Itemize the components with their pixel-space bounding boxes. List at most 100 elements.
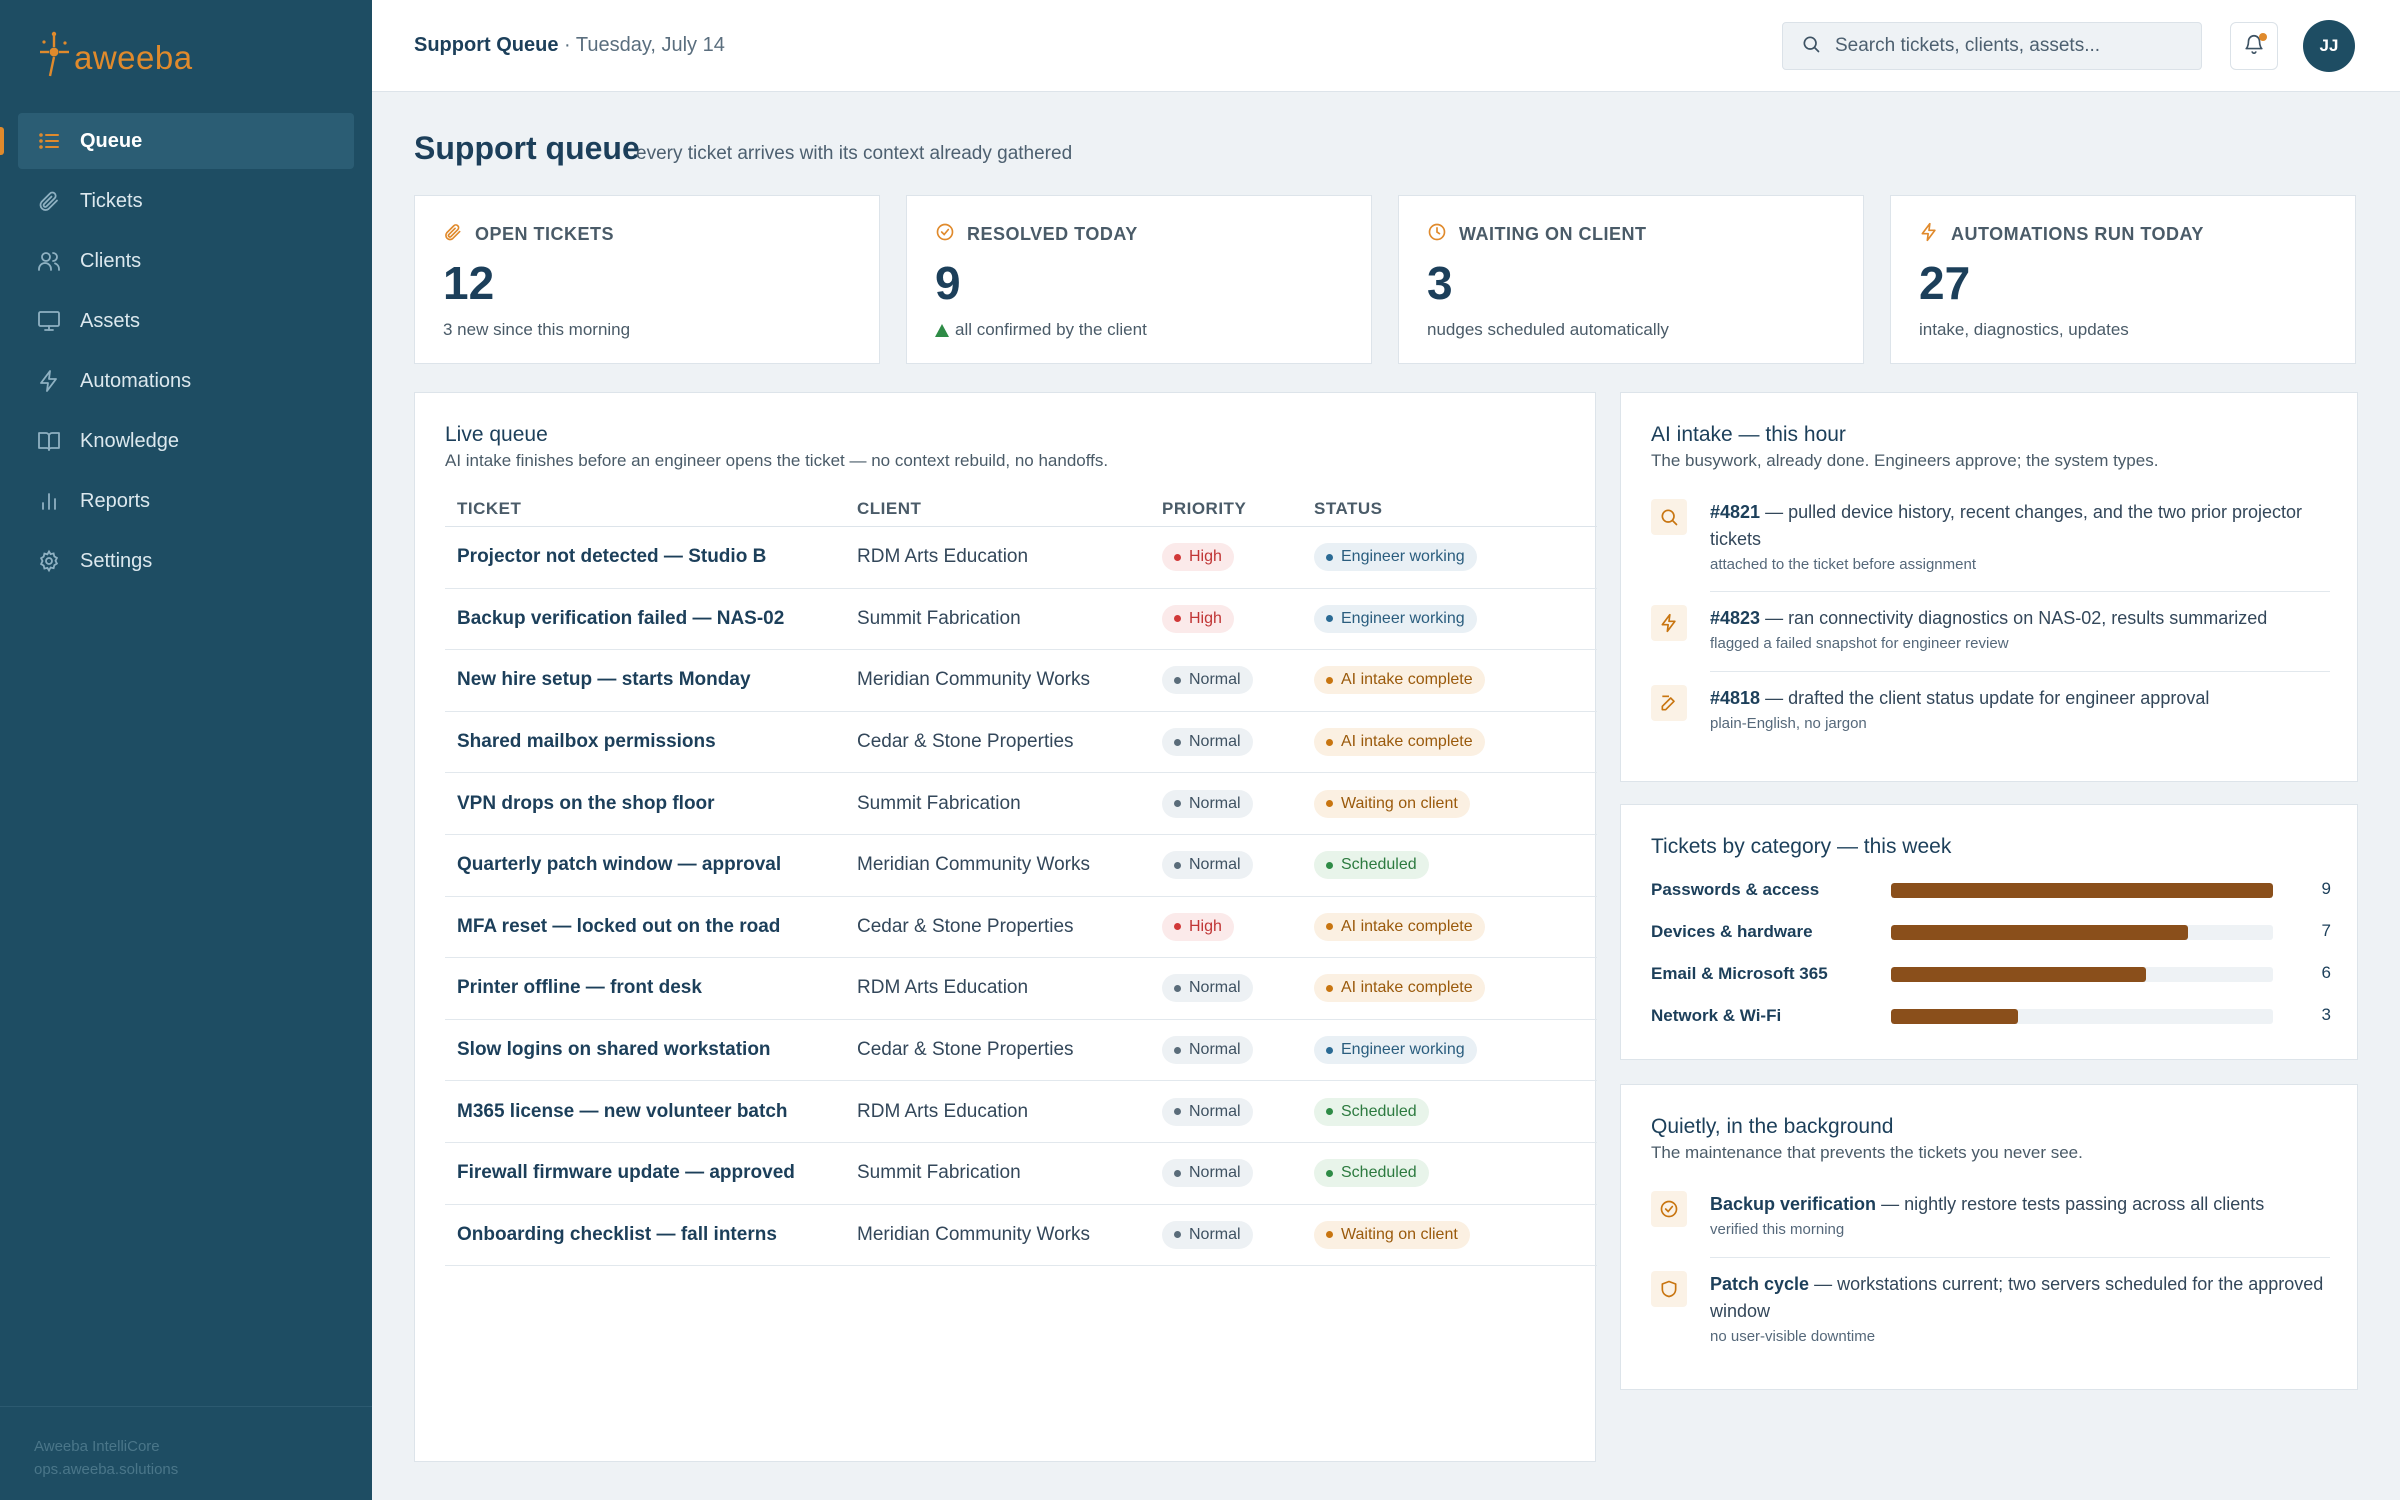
kpi-automations-run[interactable]: AUTOMATIONS RUN TODAY 27 intake, diagnos…: [1890, 195, 2356, 364]
client-name: Meridian Community Works: [857, 854, 1090, 876]
ticket-title-link[interactable]: MFA reset — locked out on the road: [457, 915, 781, 937]
ticket-cell: New hire setup — starts Monday: [445, 669, 857, 691]
sidebar-item-label: Tickets: [80, 189, 143, 212]
ticket-title-link[interactable]: Projector not detected — Studio B: [457, 546, 767, 568]
column-header-client[interactable]: CLIENT: [857, 498, 922, 518]
sidebar-item-label: Clients: [80, 249, 142, 272]
priority-dot-icon: [1174, 861, 1181, 869]
ticket-title-link[interactable]: Firewall firmware update — approved: [457, 1162, 795, 1184]
column-header-ticket[interactable]: TICKET: [457, 498, 522, 518]
table-row[interactable]: Slow logins on shared workstation Cedar &…: [445, 1020, 1597, 1082]
ticket-title-link[interactable]: Printer offline — front desk: [457, 977, 702, 999]
table-row[interactable]: Firewall firmware update — approved Summi…: [445, 1143, 1597, 1205]
category-row[interactable]: Passwords & access 9: [1651, 875, 2331, 905]
sidebar-item-automations[interactable]: Automations: [18, 353, 354, 409]
intake-item-meta: plain-English, no jargon: [1710, 715, 1867, 732]
kpi-note: nudges scheduled automatically: [1427, 320, 1669, 340]
kpi-open-tickets[interactable]: OPEN TICKETS 12 3 new since this morning: [414, 195, 880, 364]
sidebar-item-clients[interactable]: Clients: [18, 233, 354, 289]
ticket-title-link[interactable]: M365 license — new volunteer batch: [457, 1100, 788, 1122]
intake-item-desc: — pulled device history, recent changes,…: [1710, 502, 2303, 549]
category-row[interactable]: Email & Microsoft 365 6: [1651, 959, 2331, 989]
status-label: AI intake complete: [1341, 979, 1473, 997]
intake-item-text: #4823 — ran connectivity diagnostics on …: [1710, 605, 2330, 656]
table-row[interactable]: Shared mailbox permissions Cedar & Stone …: [445, 712, 1597, 774]
ticket-cell: Projector not detected — Studio B: [445, 546, 857, 568]
sidebar-item-settings[interactable]: Settings: [18, 533, 354, 589]
kpi-header: RESOLVED TODAY: [935, 222, 1138, 247]
status-dot-icon: [1326, 1108, 1333, 1116]
ticket-ref-link[interactable]: #4823: [1710, 608, 1761, 628]
table-row[interactable]: Projector not detected — Studio B RDM Art…: [445, 527, 1597, 589]
kpi-label: OPEN TICKETS: [475, 224, 615, 244]
status-cell: Engineer working: [1314, 543, 1597, 572]
category-row[interactable]: Devices & hardware 7: [1651, 917, 2331, 947]
table-row[interactable]: MFA reset — locked out on the road Cedar …: [445, 897, 1597, 959]
column-header-status[interactable]: STATUS: [1314, 498, 1383, 518]
priority-cell: Normal: [1162, 1220, 1314, 1249]
table-row[interactable]: Onboarding checklist — fall interns Merid…: [445, 1205, 1597, 1267]
kpi-value: 3: [1427, 257, 1453, 309]
ticket-ref-link[interactable]: #4818: [1710, 688, 1761, 708]
breadcrumb-title[interactable]: Support Queue: [414, 34, 559, 56]
ticket-title-link[interactable]: VPN drops on the shop floor: [457, 792, 715, 814]
status-dot-icon: [1326, 553, 1333, 561]
background-item-title[interactable]: Backup verification: [1710, 1194, 1877, 1214]
client-cell: RDM Arts Education: [857, 977, 1162, 999]
table-row[interactable]: M365 license — new volunteer batch RDM Ar…: [445, 1081, 1597, 1143]
category-count: 6: [2321, 963, 2331, 982]
background-item-title[interactable]: Patch cycle: [1710, 1274, 1810, 1294]
client-name: Meridian Community Works: [857, 669, 1090, 691]
ticket-title-link[interactable]: Quarterly patch window — approval: [457, 854, 782, 876]
sidebar-item-assets[interactable]: Assets: [18, 293, 354, 349]
kpi-resolved-today[interactable]: RESOLVED TODAY 9 all confirmed by the cl…: [906, 195, 1372, 364]
queue-table: TICKET CLIENT PRIORITY STATUS Projector …: [445, 491, 1597, 1267]
priority-dot-icon: [1174, 676, 1181, 684]
ticket-title-link[interactable]: Shared mailbox permissions: [457, 731, 716, 753]
category-row[interactable]: Network & Wi-Fi 3: [1651, 1001, 2331, 1031]
client-name: Cedar & Stone Properties: [857, 731, 1074, 753]
sidebar-item-label: Settings: [80, 549, 153, 572]
ticket-title-link[interactable]: Onboarding checklist — fall interns: [457, 1223, 777, 1245]
notifications-button[interactable]: [2230, 22, 2278, 70]
table-row[interactable]: Backup verification failed — NAS-02 Summi…: [445, 589, 1597, 651]
category-bar-track: [1891, 925, 2273, 940]
status-badge: Engineer working: [1314, 604, 1477, 633]
avatar[interactable]: JJ: [2303, 20, 2355, 72]
ticket-ref-link[interactable]: #4821: [1710, 502, 1761, 522]
sidebar-item-reports[interactable]: Reports: [18, 473, 354, 529]
client-name: Summit Fabrication: [857, 607, 1021, 629]
table-row[interactable]: New hire setup — starts Monday Meridian C…: [445, 650, 1597, 712]
ticket-title-link[interactable]: New hire setup — starts Monday: [457, 669, 751, 691]
kpi-note-text: nudges scheduled automatically: [1427, 320, 1669, 339]
priority-badge: Normal: [1162, 1159, 1253, 1188]
ai-intake-panel: AI intake — this hour The busywork, alre…: [1620, 392, 2358, 782]
sidebar-item-knowledge[interactable]: Knowledge: [18, 413, 354, 469]
kpi-waiting-on-client[interactable]: WAITING ON CLIENT 3 nudges scheduled aut…: [1398, 195, 1864, 364]
sidebar-item-queue[interactable]: Queue: [0, 113, 354, 169]
status-dot-icon: [1326, 923, 1333, 931]
column-header-priority[interactable]: PRIORITY: [1162, 498, 1247, 518]
footer-domain[interactable]: ops.aweeba.solutions: [34, 1461, 179, 1478]
search-input[interactable]: Search tickets, clients, assets...: [1782, 22, 2202, 70]
brand-logo[interactable]: aweeba: [36, 30, 193, 78]
client-cell: RDM Arts Education: [857, 1101, 1162, 1123]
bar-chart-icon: [36, 488, 62, 514]
status-badge: Engineer working: [1314, 1036, 1477, 1065]
table-row[interactable]: Quarterly patch window — approval Meridia…: [445, 835, 1597, 897]
status-cell: AI intake complete: [1314, 912, 1597, 941]
page-title: Support queue: [414, 130, 640, 166]
sidebar-footer: Aweeba IntelliCore ops.aweeba.solutions: [0, 1406, 372, 1500]
sidebar-item-tickets[interactable]: Tickets: [18, 173, 354, 229]
table-row[interactable]: Printer offline — front desk RDM Arts Edu…: [445, 958, 1597, 1020]
kpi-label: RESOLVED TODAY: [967, 224, 1138, 244]
priority-cell: Normal: [1162, 1097, 1314, 1126]
table-body: Projector not detected — Studio B RDM Art…: [445, 527, 1597, 1267]
ticket-title-link[interactable]: Backup verification failed — NAS-02: [457, 607, 785, 629]
panel-subtitle: The busywork, already done. Engineers ap…: [1651, 451, 2159, 470]
status-badge: Waiting on client: [1314, 1220, 1470, 1249]
ticket-title-link[interactable]: Slow logins on shared workstation: [457, 1039, 771, 1061]
sidebar-item-label: Queue: [80, 129, 143, 152]
table-row[interactable]: VPN drops on the shop floor Summit Fabric…: [445, 773, 1597, 835]
background-item-text: Patch cycle — workstations current; two …: [1710, 1271, 2330, 1349]
